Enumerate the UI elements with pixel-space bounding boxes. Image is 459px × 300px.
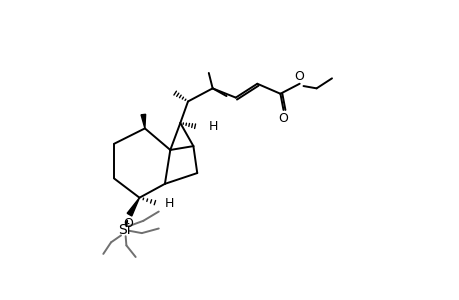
Polygon shape: [141, 114, 146, 128]
Text: H: H: [208, 120, 218, 134]
Text: O: O: [278, 112, 288, 125]
Text: H: H: [164, 197, 174, 210]
Polygon shape: [127, 198, 139, 216]
Text: O: O: [123, 217, 133, 230]
Text: O: O: [294, 70, 304, 83]
Text: Si: Si: [118, 223, 130, 237]
